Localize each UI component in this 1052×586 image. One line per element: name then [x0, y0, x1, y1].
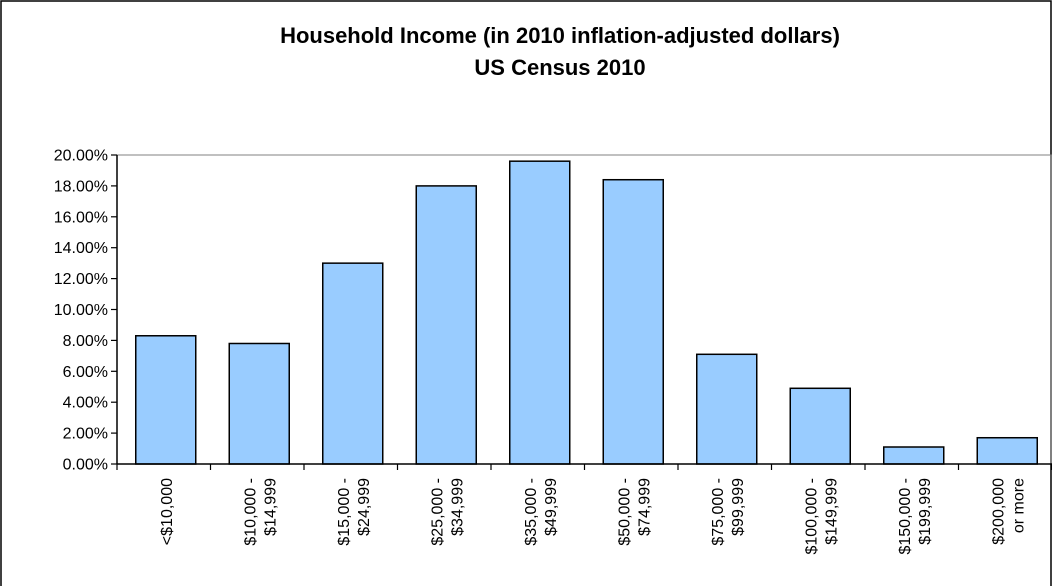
bar	[322, 262, 384, 465]
y-tick-label: 2.00%	[63, 426, 108, 443]
bar	[135, 335, 197, 465]
y-tick-label: 0.00%	[63, 457, 108, 474]
x-category-label: $150,000 -	[897, 478, 914, 555]
bar	[696, 353, 758, 465]
x-category-label: $49,999	[543, 478, 560, 536]
bar	[509, 160, 571, 465]
x-category-label: $149,999	[823, 478, 840, 545]
chart-subtitle: US Census 2010	[474, 55, 645, 80]
y-tick-label: 8.00%	[63, 333, 108, 350]
y-tick-label: 16.00%	[54, 209, 108, 226]
y-tick-label: 6.00%	[63, 364, 108, 381]
x-category-label: $200,000	[990, 478, 1007, 545]
y-tick-label: 14.00%	[54, 240, 108, 257]
x-category-label: $15,000 -	[336, 478, 353, 546]
bar	[976, 436, 1038, 465]
x-category-label: $24,999	[356, 478, 373, 536]
y-tick-label: 10.00%	[54, 302, 108, 319]
x-category-label: $75,000 -	[710, 478, 727, 546]
x-category-label: $34,999	[449, 478, 466, 536]
x-category-label: or more	[1010, 478, 1027, 533]
bar	[789, 387, 851, 465]
y-tick-label: 20.00%	[54, 148, 108, 165]
bar	[228, 342, 290, 465]
y-tick-label: 12.00%	[54, 271, 108, 288]
x-category-label: $100,000 -	[803, 478, 820, 555]
x-category-label: $14,999	[262, 478, 279, 536]
x-category-label: $35,000 -	[523, 478, 540, 546]
x-category-label: $10,000 -	[242, 478, 259, 546]
bar	[602, 178, 664, 465]
x-category-label: $25,000 -	[429, 478, 446, 546]
y-tick-label: 18.00%	[54, 178, 108, 195]
x-category-label: $74,999	[636, 478, 653, 536]
x-category-label: $50,000 -	[616, 478, 633, 546]
bar	[883, 446, 945, 465]
y-tick-label: 4.00%	[63, 395, 108, 412]
x-category-label: $199,999	[917, 478, 934, 545]
plot-area: 0.00% 2.00% 4.00% 6.00% 8.00% 10.00% 12.00% 14.…	[54, 148, 1052, 555]
bar	[415, 185, 477, 465]
chart-title: Household Income (in 2010 inflation-adju…	[280, 23, 840, 48]
x-category-label: $99,999	[730, 478, 747, 536]
x-category-label: <$10,000	[159, 478, 176, 545]
